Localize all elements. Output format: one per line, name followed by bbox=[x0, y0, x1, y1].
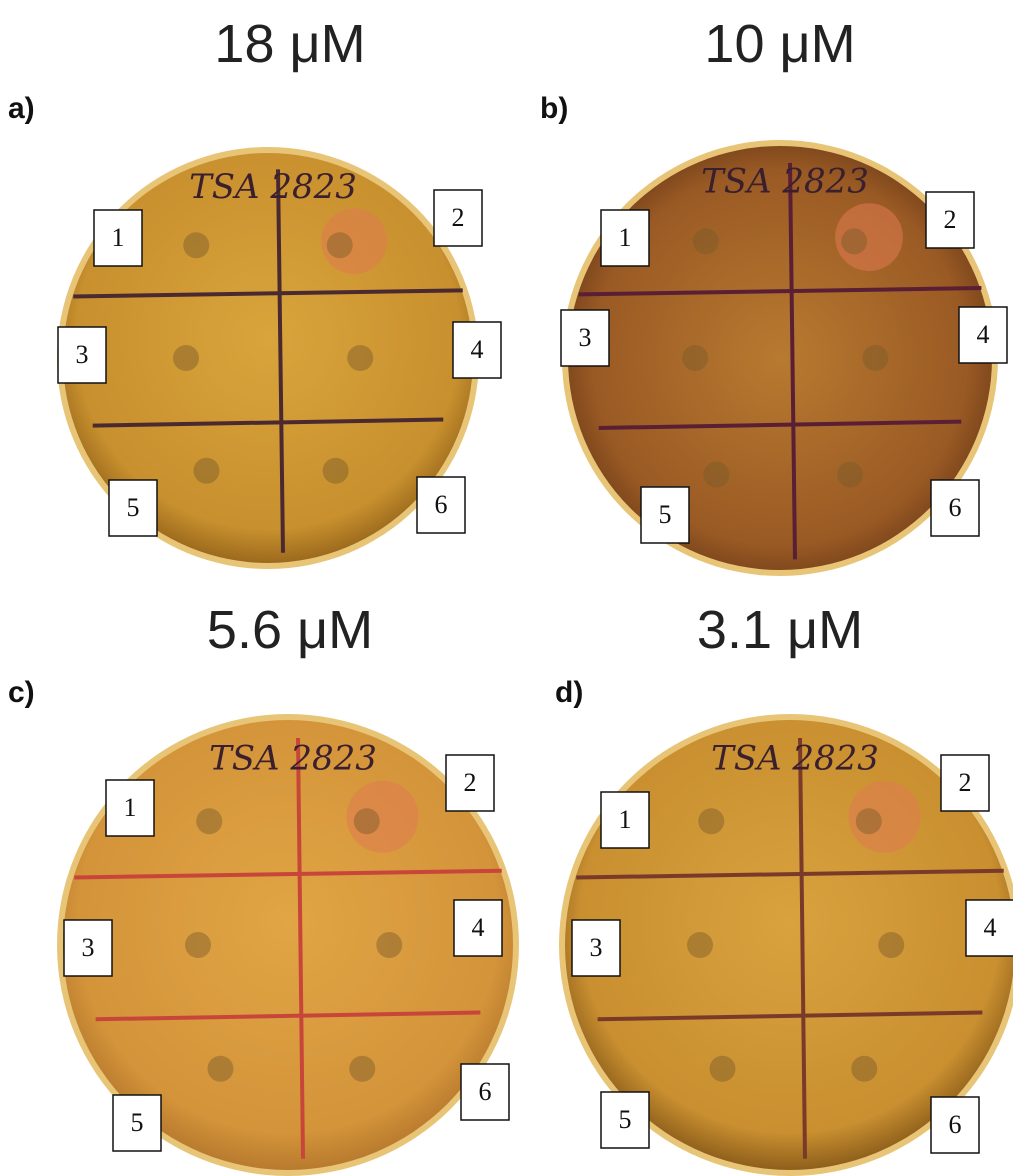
marker-number: 4 bbox=[984, 913, 997, 942]
colony bbox=[856, 808, 882, 834]
colony bbox=[698, 808, 724, 834]
panel: 10 μM b) TSA 2823 1 2 3 4 5 6 bbox=[540, 14, 1007, 576]
panel-title: 10 μM bbox=[704, 14, 855, 74]
colony bbox=[376, 932, 402, 958]
panel-title: 18 μM bbox=[214, 14, 365, 74]
colony bbox=[862, 345, 888, 371]
marker-number: 4 bbox=[471, 335, 484, 364]
panel: 18 μM a) TSA 2823 1 2 3 4 5 6 bbox=[8, 14, 501, 569]
colony bbox=[710, 1056, 736, 1082]
marker-number: 4 bbox=[472, 913, 485, 942]
marker-number: 6 bbox=[949, 1110, 962, 1139]
colony bbox=[173, 345, 199, 371]
plate-handwriting: TSA 2823 bbox=[189, 167, 357, 207]
panel: 5.6 μM c) TSA 2823 1 2 3 4 5 6 bbox=[8, 600, 519, 1176]
marker-number: 6 bbox=[949, 493, 962, 522]
marker-number: 2 bbox=[464, 768, 477, 797]
panel-label: a) bbox=[8, 92, 35, 125]
colony bbox=[693, 228, 719, 254]
marker-number: 5 bbox=[131, 1108, 144, 1137]
colony bbox=[703, 462, 729, 488]
marker-number: 1 bbox=[619, 223, 632, 252]
marker-number: 2 bbox=[944, 205, 957, 234]
marker-number: 1 bbox=[124, 793, 137, 822]
plate-handwriting: TSA 2823 bbox=[701, 162, 869, 202]
panel-title: 3.1 μM bbox=[697, 600, 863, 660]
colony bbox=[349, 1056, 375, 1082]
marker-number: 5 bbox=[659, 500, 672, 529]
panel-label: c) bbox=[8, 676, 35, 709]
panel-label: d) bbox=[555, 676, 583, 709]
figure: 18 μM a) TSA 2823 1 2 3 4 5 6 10 μM b) TSA 2823 1 2 3 4… bbox=[0, 0, 1013, 1176]
panel-label: b) bbox=[540, 92, 568, 125]
colony bbox=[327, 232, 353, 258]
marker-number: 4 bbox=[977, 320, 990, 349]
marker-number: 3 bbox=[579, 323, 592, 352]
marker-number: 5 bbox=[619, 1105, 632, 1134]
colony bbox=[185, 932, 211, 958]
marker-number: 2 bbox=[959, 768, 972, 797]
panel: 3.1 μM d) TSA 2823 1 2 3 4 5 6 bbox=[555, 600, 1013, 1176]
marker-number: 6 bbox=[435, 490, 448, 519]
colony bbox=[323, 458, 349, 484]
marker-number: 1 bbox=[619, 805, 632, 834]
colony bbox=[841, 228, 867, 254]
colony bbox=[183, 232, 209, 258]
marker-number: 2 bbox=[452, 203, 465, 232]
colony bbox=[194, 458, 220, 484]
marker-number: 3 bbox=[76, 340, 89, 369]
colony bbox=[878, 932, 904, 958]
panel-title: 5.6 μM bbox=[207, 600, 373, 660]
colony bbox=[687, 932, 713, 958]
colony bbox=[196, 808, 222, 834]
marker-number: 3 bbox=[82, 933, 95, 962]
colony bbox=[208, 1056, 234, 1082]
marker-number: 5 bbox=[127, 493, 140, 522]
colony bbox=[837, 462, 863, 488]
plate-handwriting: TSA 2823 bbox=[711, 739, 879, 779]
plate-handwriting: TSA 2823 bbox=[209, 739, 377, 779]
marker-number: 1 bbox=[112, 223, 125, 252]
colony bbox=[354, 808, 380, 834]
colony bbox=[682, 345, 708, 371]
marker-number: 3 bbox=[590, 933, 603, 962]
colony bbox=[851, 1056, 877, 1082]
marker-number: 6 bbox=[479, 1077, 492, 1106]
colony bbox=[347, 345, 373, 371]
